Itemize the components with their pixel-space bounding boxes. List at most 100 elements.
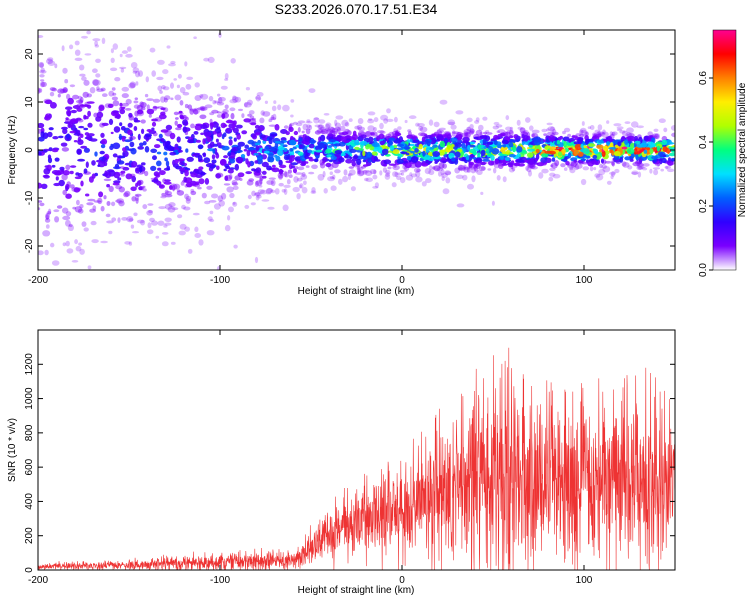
spectrogram-cell [582,148,590,155]
spectrogram-cell [624,156,631,161]
spectrogram-cell [356,124,363,131]
spectrogram-cell [487,168,492,171]
spectrogram-cell [137,146,144,150]
spectrogram-cell [135,197,139,204]
spectrogram-cell [161,85,166,90]
spectrogram-cell [273,100,277,104]
spectrogram-cell [318,119,326,124]
spectrogram-cell [616,128,623,132]
spectrogram-cell [129,173,136,178]
spectrogram-cell [48,147,53,152]
spectrogram-cell [158,206,166,210]
spectrogram-cell [232,202,236,205]
spectrogram-cell [580,127,587,134]
spectrogram-cell [611,160,615,166]
spectrogram-cell [184,103,189,109]
spectrogram-cell [271,105,277,112]
spectrogram-cell [58,135,64,139]
spectrogram-cell [81,35,88,39]
spectrogram-cell [202,138,206,145]
spectrogram-cell [347,173,351,181]
spectrogram-cell [265,188,273,194]
spectrogram-cell [46,211,52,215]
colorbar-bar [712,29,737,271]
spectrogram-cell [186,76,194,81]
spectrogram-cell [264,100,268,105]
spectrogram-cell [54,157,60,162]
spectrogram-cell [124,190,131,197]
spectrogram-cell [135,70,140,78]
spectrogram-cell [498,162,504,169]
spectrogram-cell [72,94,79,100]
spectrogram-cell [51,87,58,92]
snr-frame [37,329,676,571]
spectrogram-cell [563,140,567,148]
spectrogram-cell [233,244,238,249]
spectrogram-cell [589,139,594,143]
spectrogram-cell [514,165,518,168]
spectrogram-cell [285,131,290,136]
spectrogram-cell [173,78,177,81]
spectrogram-cell [136,109,145,117]
spectrogram-cell [198,178,205,185]
spectrogram-cell [176,189,181,193]
spectrogram-cell [342,175,349,183]
spectrogram-cell [579,129,584,135]
colorbar-tick-label: 0.4 [698,135,709,149]
spectrogram-cell [521,134,525,139]
spectrogram-cell [552,128,557,135]
spectrogram-cell [528,144,533,148]
colorbar-tick-label: 0.6 [698,71,709,85]
spectrogram-cell [433,121,440,128]
spectrogram-cell [151,70,156,77]
spectrogram-cell [482,138,487,144]
spectrogram-cell [69,44,74,50]
spectrogram-cell [422,150,426,157]
spectrogram-cell [647,131,653,136]
spectrogram-cell [671,150,675,153]
spectrogram-cell [73,140,78,143]
spectrogram-cell [303,180,307,186]
spectrogram-cell [198,239,204,246]
spectrogram-cell [157,85,163,92]
spectrogram-cell [62,128,68,135]
spectrogram-cell [154,144,161,149]
spectrogram-cell [476,169,483,175]
spectrogram-cell [254,142,261,146]
spectrogram-cell [279,164,287,169]
spectrogram-cell [282,144,288,147]
spectrogram-cell [563,167,568,172]
spectrogram-cell [592,154,598,160]
spectrogram-cell [438,162,445,169]
spectrogram-cell [606,120,610,124]
spectrogram-cell [170,60,176,65]
spectrogram-cell [132,70,137,74]
spectrogram-cell [79,248,85,255]
spectrogram-cell [429,137,436,145]
spectrogram-cell [70,165,77,168]
spectrogram-cell [642,163,650,167]
spectrogram-cell [283,170,288,178]
spectrogram-cell [300,174,308,180]
spectrogram-cell [348,169,356,176]
spectrogram-cell [251,117,256,121]
spectrogram-cell [318,124,325,130]
spectrogram-cell [633,142,637,148]
spectrogram-cell [631,170,639,176]
spectrogram-cell [96,86,100,91]
spectrogram-cell [670,125,675,131]
spectrogram-cell [496,175,501,181]
spectrogram-cell [596,131,602,139]
spectrogram-cell [373,127,377,132]
spectrogram-cell [654,133,660,140]
spectrogram-cell [421,136,426,143]
spectrogram-cell [335,115,344,120]
spectrogram-cell [278,182,284,187]
spectrogram-cell [277,104,282,111]
spectrogram-cell [137,172,144,175]
spectrogram-y-axis-label: Frequency (Hz) [7,116,18,185]
spectrogram-cell [290,122,294,127]
spectrogram-cell [211,154,216,160]
spectrogram-cell [148,209,153,214]
spectrogram-cell [434,161,438,164]
